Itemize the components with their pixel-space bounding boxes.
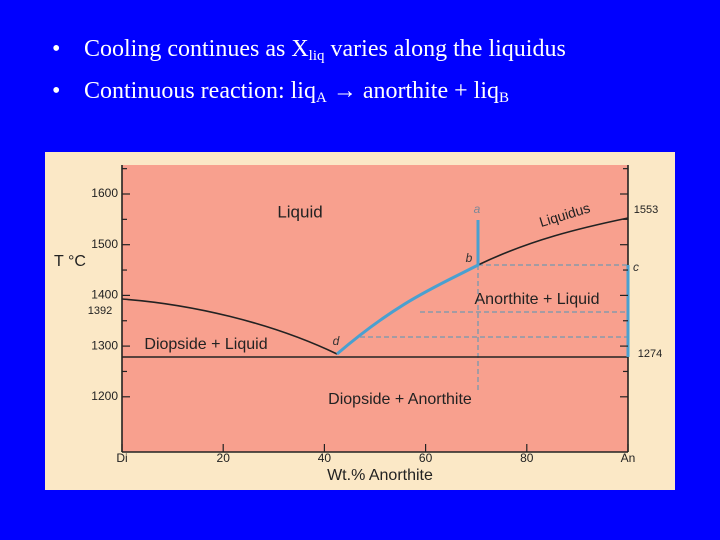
x-tick-label: An: [621, 451, 636, 465]
temperature-label: 1553: [634, 204, 658, 216]
y-tick-label: 1200: [91, 389, 118, 403]
point-label: c: [633, 260, 639, 274]
bullet-marker: •: [52, 78, 61, 104]
point-label: a: [474, 202, 481, 216]
bullet-item: • Cooling continues as Xliq varies along …: [52, 36, 566, 65]
region-label: Diopside + Liquid: [144, 336, 267, 353]
y-tick-label: 1600: [91, 186, 118, 200]
bullet-marker: •: [52, 36, 61, 62]
tick-marks: [121, 168, 629, 452]
bullet-segment: → anorthite + liq: [326, 78, 499, 104]
liquidus-curve: [121, 298, 338, 355]
x-tick-label: 40: [318, 451, 332, 465]
y-tick-label: 1500: [91, 237, 118, 251]
bullet-text: Continuous reaction: liqA → anorthite + …: [84, 78, 510, 106]
region-label: Liquid: [277, 202, 322, 221]
bullet-text: Cooling continues as Xliq varies along t…: [84, 36, 566, 64]
subscript-text: liq: [308, 48, 325, 64]
plot-area: [122, 165, 628, 452]
axes: [121, 165, 629, 453]
region-label: Anorthite + Liquid: [475, 291, 600, 308]
subscript-text: B: [499, 90, 510, 106]
special-tick-label: 1392: [88, 305, 112, 317]
x-tick-label: Di: [116, 451, 127, 465]
x-tick-label: 20: [217, 451, 231, 465]
point-label: d: [333, 334, 340, 348]
bullet-segment: Continuous reaction: liq: [84, 78, 316, 104]
liquidus-curve: [336, 217, 629, 355]
bullet-segment: Cooling continues as X: [84, 36, 309, 62]
cooling-path: [336, 220, 630, 357]
subscript-text: A: [315, 90, 327, 106]
x-tick-label: 60: [419, 451, 433, 465]
guide-lines: [360, 264, 628, 390]
region-label: Diopside + Anorthite: [328, 391, 472, 408]
temperature-label: 1274: [638, 348, 662, 360]
cooling-path-line: [336, 220, 480, 356]
y-axis-label: T °C: [54, 253, 86, 270]
y-tick-label: 1300: [91, 338, 118, 352]
x-axis-label: Wt.% Anorthite: [327, 467, 433, 484]
point-labels: a b c d: [333, 202, 639, 348]
bullet-segment: varies along the liquidus: [324, 36, 566, 62]
point-label: b: [466, 251, 473, 265]
x-tick-label: 80: [520, 451, 534, 465]
curve-label: Liquidus: [537, 199, 592, 230]
bullet-item: • Continuous reaction: liqA → anorthite +…: [52, 78, 509, 107]
figure-background: [45, 152, 675, 490]
y-tick-label: 1400: [91, 288, 118, 302]
